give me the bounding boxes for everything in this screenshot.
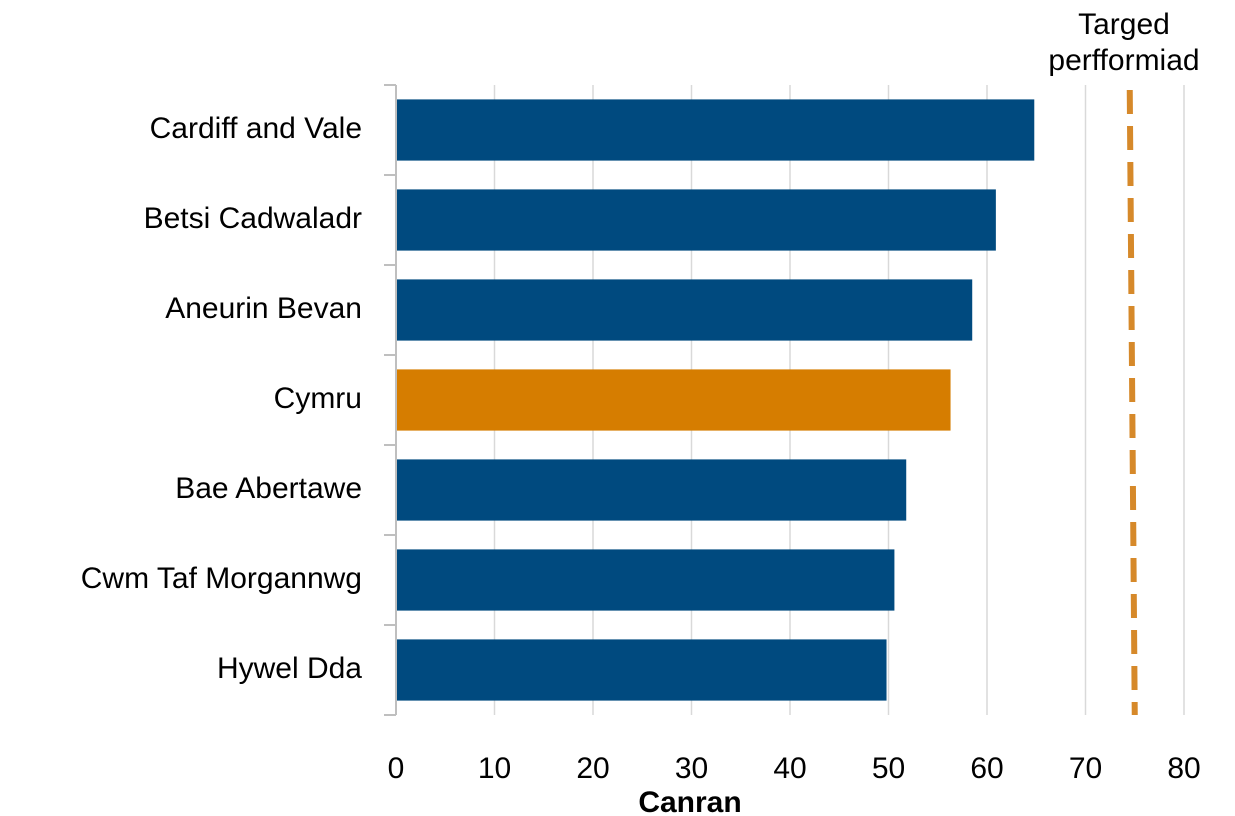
x-tick-labels: 0 10 20 30 40 50 60 70 80 [388, 752, 1201, 785]
x-tick-label-10: 10 [478, 752, 511, 785]
bar-4 [396, 459, 906, 520]
x-tick-label-50: 50 [872, 752, 905, 785]
category-labels: Cardiff and Vale Betsi Cadwaladr Aneurin B… [81, 112, 363, 685]
x-axis-title: Canran [638, 786, 741, 816]
target-line [1130, 90, 1135, 715]
bar-2 [396, 279, 972, 340]
bars [396, 99, 1034, 700]
bar-0 [396, 99, 1034, 160]
target-label-line-0: Targed [1078, 8, 1170, 41]
category-label-6: Hywel Dda [217, 652, 362, 685]
x-tick-label-20: 20 [576, 752, 609, 785]
category-label-5: Cwm Taf Morgannwg [81, 562, 362, 595]
bar-5 [396, 549, 894, 610]
x-tick-label-60: 60 [970, 752, 1003, 785]
x-tick-label-30: 30 [675, 752, 708, 785]
category-label-4: Bae Abertawe [175, 472, 362, 505]
x-tick-label-40: 40 [773, 752, 806, 785]
bar-3 [396, 369, 951, 430]
category-label-3: Cymru [274, 382, 362, 415]
category-label-1: Betsi Cadwaladr [144, 202, 362, 235]
bar-6 [396, 639, 887, 700]
category-label-2: Aneurin Bevan [165, 292, 362, 325]
x-tick-label-80: 80 [1167, 752, 1200, 785]
x-tick-label-0: 0 [388, 752, 405, 785]
axes [384, 85, 396, 715]
x-tick-label-70: 70 [1069, 752, 1102, 785]
bar-1 [396, 189, 996, 250]
target-label-line-1: perfformiad [1048, 44, 1199, 77]
category-label-0: Cardiff and Vale [150, 112, 362, 145]
